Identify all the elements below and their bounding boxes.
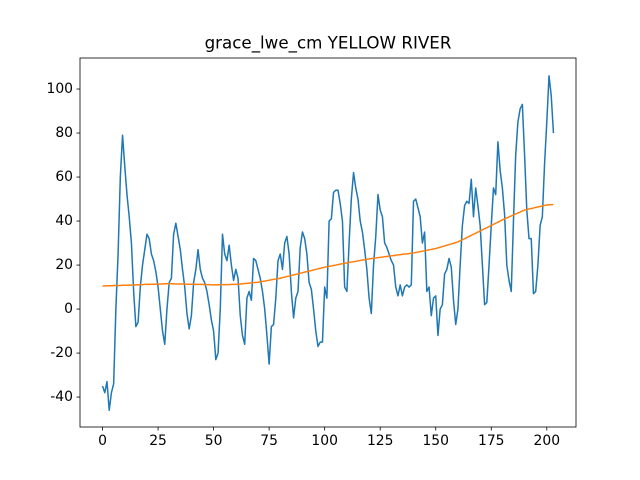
y-tick-label: -40 [50, 389, 73, 405]
series-line [102, 203, 554, 287]
y-tick-label: -20 [50, 345, 73, 361]
x-tick-label: 150 [422, 433, 449, 449]
chart-title: grace_lwe_cm YELLOW RIVER [205, 33, 452, 54]
x-tick-label: 25 [149, 433, 167, 449]
y-tick-label: 60 [55, 169, 73, 185]
plot-frame [79, 57, 577, 428]
y-tick-label: 0 [64, 301, 73, 317]
x-tick-label: 200 [534, 433, 561, 449]
x-tick-label: 100 [311, 433, 338, 449]
series-line [101, 75, 555, 412]
x-tick-label: 0 [98, 433, 107, 449]
y-tick-label: 20 [55, 257, 73, 273]
y-tick-label: 80 [55, 125, 73, 141]
x-tick-label: 50 [205, 433, 223, 449]
x-tick-label: 75 [260, 433, 278, 449]
x-tick-label: 175 [478, 433, 505, 449]
y-tick-label: 100 [46, 81, 73, 97]
x-tick-label: 125 [367, 433, 394, 449]
y-tick-label: 40 [55, 213, 73, 229]
